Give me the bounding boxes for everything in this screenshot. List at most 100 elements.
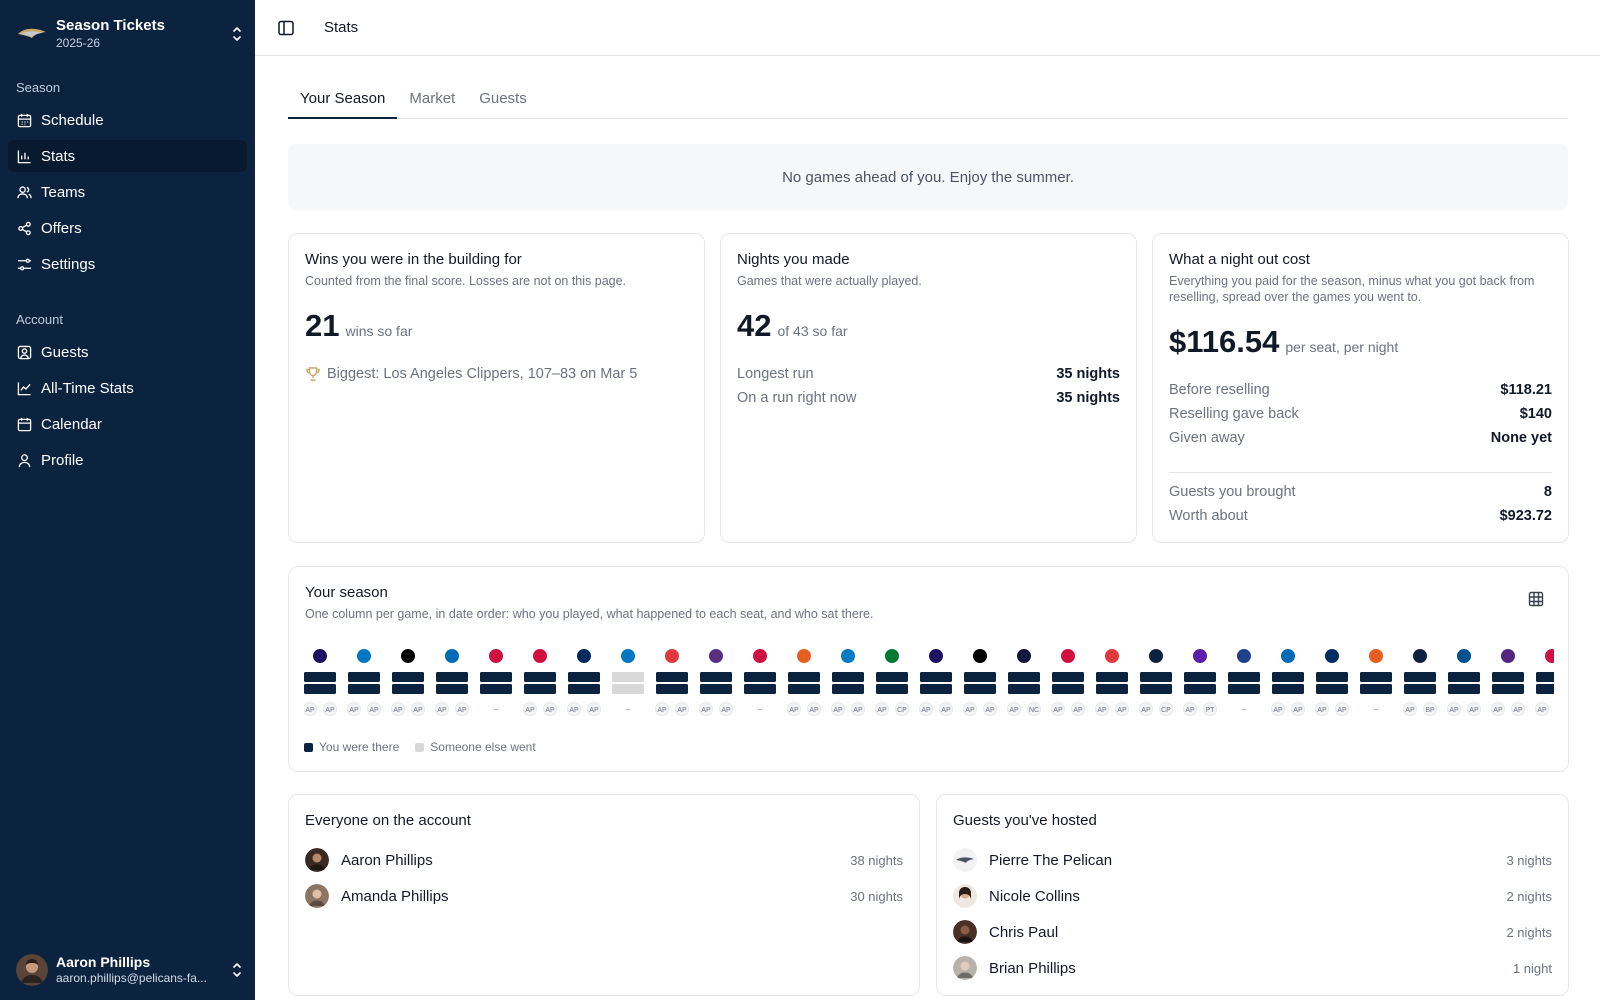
seat-holder-initials: AP (789, 707, 799, 714)
seat-bar (744, 684, 776, 694)
game-column[interactable]: AP AP (831, 649, 865, 716)
legend-label: Someone else went (430, 740, 536, 754)
opponent-logo-icon (357, 649, 371, 663)
opponent-logo-icon (753, 649, 767, 663)
game-column[interactable]: – (1360, 649, 1392, 714)
game-column[interactable]: AP AP (787, 649, 821, 716)
game-column[interactable]: AP NC (1007, 649, 1041, 716)
game-column[interactable]: – (1228, 649, 1260, 714)
table-view-icon[interactable] (1528, 591, 1544, 607)
seat-holder-initials: AP (413, 707, 423, 714)
tab-your-season[interactable]: Your Season (288, 84, 398, 119)
game-column[interactable]: AP BP (1403, 649, 1437, 716)
card-title: What a night out cost (1169, 251, 1310, 268)
opponent-logo-icon (1369, 649, 1383, 663)
avatar (305, 848, 329, 872)
seat-bar (1316, 672, 1348, 682)
list-item[interactable]: Aaron Phillips 38 nights (305, 847, 903, 873)
opponent-logo-icon (577, 649, 591, 663)
list-item[interactable]: Brian Phillips 1 night (953, 955, 1552, 981)
tab-market[interactable]: Market (409, 90, 456, 107)
seat-holder-initials: AP (1185, 707, 1195, 714)
sidebar-item-offers[interactable]: Offers (8, 212, 247, 244)
game-column[interactable]: AP CP (1139, 649, 1173, 716)
seat-holder-badge (1071, 702, 1085, 716)
stat-value: $140 (1519, 406, 1552, 422)
nav-group-account: Account (16, 312, 63, 327)
seat-holder-initials: AP (325, 707, 335, 714)
seat-holder-initials: AP (853, 707, 863, 714)
seat-holder-initials: AP (809, 707, 819, 714)
seat-holder-initials: – (1374, 705, 1379, 714)
seat-holder-initials: AP (1449, 707, 1459, 714)
game-column[interactable]: – (612, 649, 644, 714)
seat-holder-initials: AP (965, 707, 975, 714)
seat-holder-badge (1027, 702, 1041, 716)
sidebar-toggle-icon[interactable] (277, 19, 295, 37)
seat-bar (1096, 684, 1128, 694)
seat-bar (876, 672, 908, 682)
team-switcher[interactable]: Season Tickets 2025-26 (16, 14, 244, 54)
seat-bar (744, 672, 776, 682)
sidebar-item-settings[interactable]: Settings (8, 248, 247, 280)
seat-holder-badge (1511, 702, 1525, 716)
seat-holder-badge (699, 702, 713, 716)
seat-holder-badge (939, 702, 953, 716)
game-column[interactable]: AP CP (875, 649, 909, 716)
trophy-icon (306, 367, 320, 381)
nights-count: 42 (737, 308, 772, 343)
opponent-logo-icon (973, 649, 987, 663)
game-column[interactable]: AP PT (1183, 649, 1217, 716)
card-subtitle: Games that were actually played. (737, 274, 922, 288)
seat-holder-initials: AP (941, 707, 951, 714)
seat-holder-initials: AP (833, 707, 843, 714)
sidebar-item-label: All-Time Stats (41, 379, 134, 397)
sidebar-item-profile[interactable]: Profile (8, 444, 247, 476)
stat-value: 8 (1543, 484, 1552, 500)
tab-guests[interactable]: Guests (479, 90, 527, 107)
user-menu[interactable]: Aaron Phillips aaron.phillips@pelicans-f… (16, 952, 244, 988)
list-item[interactable]: Nicole Collins 2 nights (953, 883, 1552, 909)
list-item[interactable]: Pierre The Pelican 3 nights (953, 847, 1552, 873)
opponent-logo-icon (445, 649, 459, 663)
seat-holder-badge (347, 702, 361, 716)
sidebar-item-all-time-stats[interactable]: All-Time Stats (8, 372, 247, 404)
seat-bar (524, 672, 556, 682)
seat-bar (480, 684, 512, 694)
list-item[interactable]: Chris Paul 2 nights (953, 919, 1552, 945)
seat-holder-badge (1203, 702, 1217, 716)
sidebar-item-teams[interactable]: Teams (8, 176, 247, 208)
season-legend: You were there Someone else went (304, 740, 536, 754)
game-column[interactable]: – (744, 649, 776, 714)
sidebar-item-calendar[interactable]: Calendar (8, 408, 247, 440)
sidebar-item-stats[interactable]: Stats (8, 140, 247, 172)
seat-bar (524, 684, 556, 694)
season-card: Your season One column per game, in date… (288, 566, 1569, 772)
cost-card: What a night out cost Everything you pai… (1152, 233, 1569, 543)
seat-holder-badge (523, 702, 537, 716)
sidebar-item-schedule[interactable]: Schedule (8, 104, 247, 136)
game-column[interactable]: – (480, 649, 512, 714)
stat-label: Before reselling (1169, 382, 1270, 398)
seat-bar (1492, 684, 1524, 694)
list-item[interactable]: Amanda Phillips 30 nights (305, 883, 903, 909)
person-name: Chris Paul (989, 923, 1059, 941)
sidebar-item-guests[interactable]: Guests (8, 336, 247, 368)
